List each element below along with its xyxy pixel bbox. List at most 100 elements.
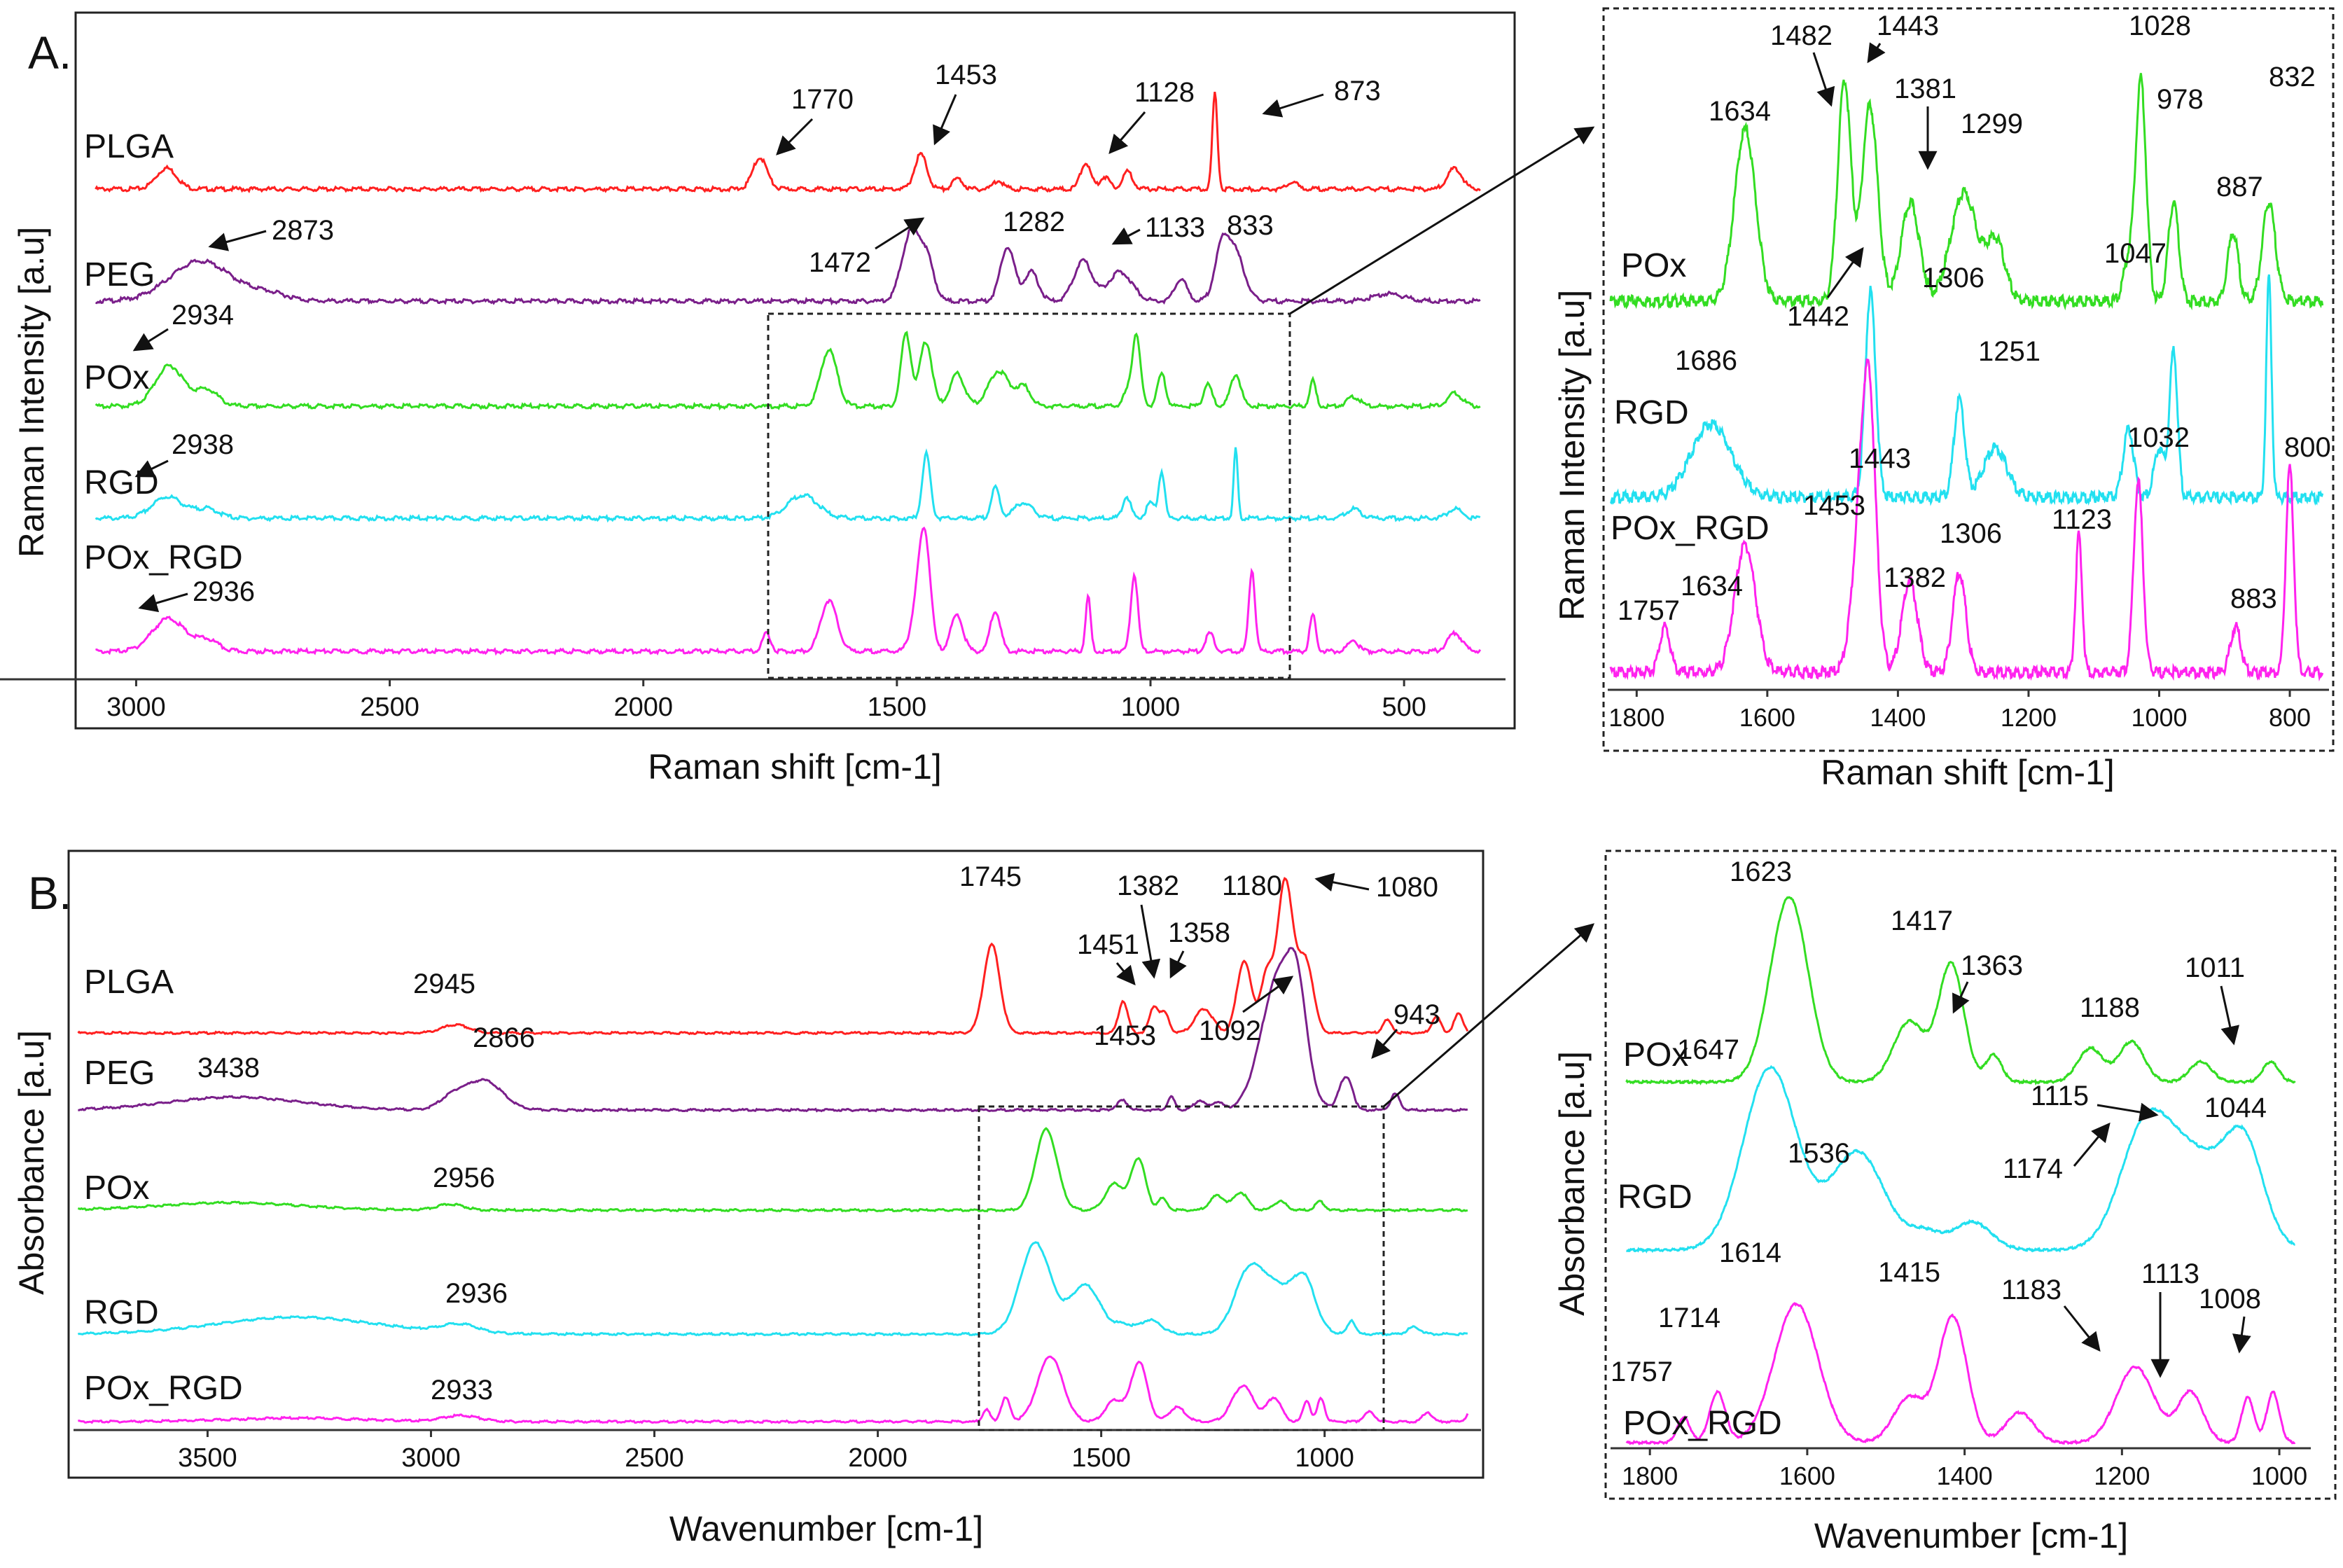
annotation-az-1028: 1028: [2129, 11, 2191, 41]
annotation-bz-1188: 1188: [2080, 992, 2140, 1023]
series-line-peg: [78, 947, 1468, 1113]
annotation-bz-1415: 1415: [1878, 1257, 1940, 1288]
annotation-az-1123: 1123: [2052, 504, 2112, 535]
annotation-a-1453: 1453: [935, 60, 997, 90]
annotation-a-1770: 1770: [791, 84, 854, 115]
x-tick-label: 1000: [1121, 693, 1181, 722]
annotation-b-2866: 2866: [473, 1022, 535, 1053]
annotation-az-1299: 1299: [1961, 109, 2023, 139]
annotation-bz-1113: 1113: [2141, 1258, 2199, 1289]
series-label-peg-a: PEG: [84, 256, 155, 293]
annotation-bz-1647: 1647: [1677, 1034, 1739, 1065]
annotation-az-883: 883: [2230, 583, 2277, 614]
annotation-b-2933: 2933: [431, 1375, 493, 1406]
series-label-poxrgd-b: POx_RGD: [84, 1370, 243, 1407]
series-label-poxrgd-a-zoom: POx_RGD: [1611, 510, 1770, 547]
x-tick-label: 1000: [2131, 703, 2187, 732]
annotations-a: 1770 1453 1128 873 2873 1472 1282 1133 8…: [132, 60, 1381, 613]
annotation-bz-1183: 1183: [2001, 1275, 2062, 1305]
x-tick-label: 3000: [401, 1443, 461, 1473]
series-line-pox: [77, 1127, 1468, 1213]
annotation-bz-1757: 1757: [1611, 1357, 1673, 1387]
x-tick-label: 800: [2269, 703, 2311, 732]
series-label-rgd-a-zoom: RGD: [1614, 394, 1689, 431]
x-tick-label: 500: [1382, 693, 1426, 722]
x-ticks-b-zoom: 1800 1600 1400 1200 1000: [1622, 1448, 2307, 1490]
annotation-b-2956: 2956: [433, 1163, 495, 1193]
annotation-bz-1011: 1011: [2185, 952, 2245, 983]
annotation-b-1382: 1382: [1117, 870, 1179, 901]
x-tick-label: 1200: [2094, 1462, 2150, 1490]
plot-area-a-zoom: [1609, 73, 2324, 682]
series-line-pox: [1625, 896, 2296, 1086]
plot-area-b: [77, 877, 1469, 1424]
x-tick-label: 1000: [2251, 1462, 2307, 1490]
x-tick-label: 2000: [613, 693, 673, 722]
y-axis-title-b-zoom: Absorbance [a.u]: [1552, 1051, 1592, 1316]
series-label-rgd-b-zoom: RGD: [1618, 1179, 1692, 1216]
annotation-b-1092: 1092: [1199, 1015, 1261, 1046]
annotation-bz-1115: 1115: [2031, 1081, 2089, 1111]
x-tick-label: 1600: [1739, 703, 1795, 732]
x-tick-label: 1800: [1622, 1462, 1678, 1490]
annotation-b-2936: 2936: [445, 1278, 508, 1309]
annotation-b-1451: 1451: [1077, 929, 1139, 960]
x-tick-label: 2000: [848, 1443, 908, 1473]
annotation-az-887: 887: [2216, 172, 2263, 202]
series-label-plga-a: PLGA: [84, 128, 174, 165]
annotation-b-943: 943: [1393, 999, 1440, 1030]
annotation-az-1634: 1634: [1709, 96, 1771, 127]
annotation-az-1306: 1306: [1922, 263, 1984, 293]
plot-area-a: [95, 91, 1482, 656]
zoom-connector-a: [1289, 126, 1595, 315]
x-axis-title-a: Raman shift [cm-1]: [648, 747, 942, 786]
annotation-az-1251: 1251: [1978, 336, 2040, 367]
annotation-az-1443b: 1443: [1849, 443, 1911, 474]
series-line-rgd: [1626, 1064, 2295, 1254]
annotation-az-1634b: 1634: [1681, 571, 1743, 602]
series-line-pox-rgd: [78, 1355, 1469, 1424]
annotation-a-1282: 1282: [1003, 207, 1065, 237]
x-ticks-a: 3000 2500 2000 1500 1000 500: [106, 679, 1426, 722]
annotation-az-1382: 1382: [1884, 562, 1946, 593]
annotation-bz-1614: 1614: [1719, 1237, 1781, 1268]
annotation-b-3438: 3438: [197, 1053, 260, 1083]
annotation-bz-1174: 1174: [2003, 1153, 2063, 1184]
x-tick-label: 1400: [1937, 1462, 1993, 1490]
series-line-rgd: [1609, 274, 2324, 506]
x-ticks-a-zoom: 1800 1600 1400 1200 1000 800: [1608, 690, 2311, 732]
x-axis-title-a-zoom: Raman shift [cm-1]: [1821, 753, 2115, 792]
annotation-b-1358: 1358: [1168, 917, 1230, 948]
annotation-bz-1623: 1623: [1730, 856, 1792, 887]
plot-area-b-zoom: [1625, 896, 2296, 1445]
x-ticks-b: 3500 3000 2500 2000 1500 1000: [178, 1430, 1354, 1473]
x-tick-label: 2500: [625, 1443, 684, 1473]
annotation-az-1686: 1686: [1675, 345, 1737, 376]
series-label-rgd-b: RGD: [84, 1294, 159, 1331]
series-line-rgd: [95, 447, 1481, 523]
x-tick-label: 1500: [1071, 1443, 1131, 1473]
plot-frame-b-zoom: [1604, 849, 2337, 1500]
x-tick-label: 1400: [1870, 703, 1926, 732]
panel-label-a: A.: [28, 27, 71, 78]
annotation-az-832: 832: [2269, 62, 2316, 92]
annotation-bz-1363: 1363: [1961, 950, 2023, 981]
annotation-az-978: 978: [2157, 84, 2204, 115]
series-label-pox-a: POx: [84, 359, 149, 396]
x-axis-title-b-zoom: Wavenumber [cm-1]: [1814, 1516, 2128, 1555]
x-axis-title-b: Wavenumber [cm-1]: [669, 1509, 983, 1548]
annotation-bz-1417: 1417: [1891, 906, 1953, 936]
series-label-poxrgd-a: POx_RGD: [84, 539, 243, 576]
annotation-a-1133: 1133: [1145, 212, 1205, 243]
series-label-peg-b: PEG: [84, 1055, 155, 1092]
annotation-az-1442: 1442: [1787, 301, 1849, 332]
plot-frame-a: [74, 11, 1516, 730]
series-line-pox-rgd: [1625, 1302, 2296, 1445]
annotation-az-1453: 1453: [1803, 490, 1865, 521]
annotations-b-zoom: 1623 1417 1363 1188 1011 1647 1115 1044 …: [1611, 856, 2267, 1387]
annotation-bz-1044: 1044: [2204, 1092, 2267, 1123]
annotation-a-2936: 2936: [193, 576, 255, 607]
annotation-az-1032: 1032: [2127, 422, 2190, 453]
annotations-b: 1745 1382 1180 1080 1451 1358 2945 1092 …: [197, 861, 1440, 1406]
